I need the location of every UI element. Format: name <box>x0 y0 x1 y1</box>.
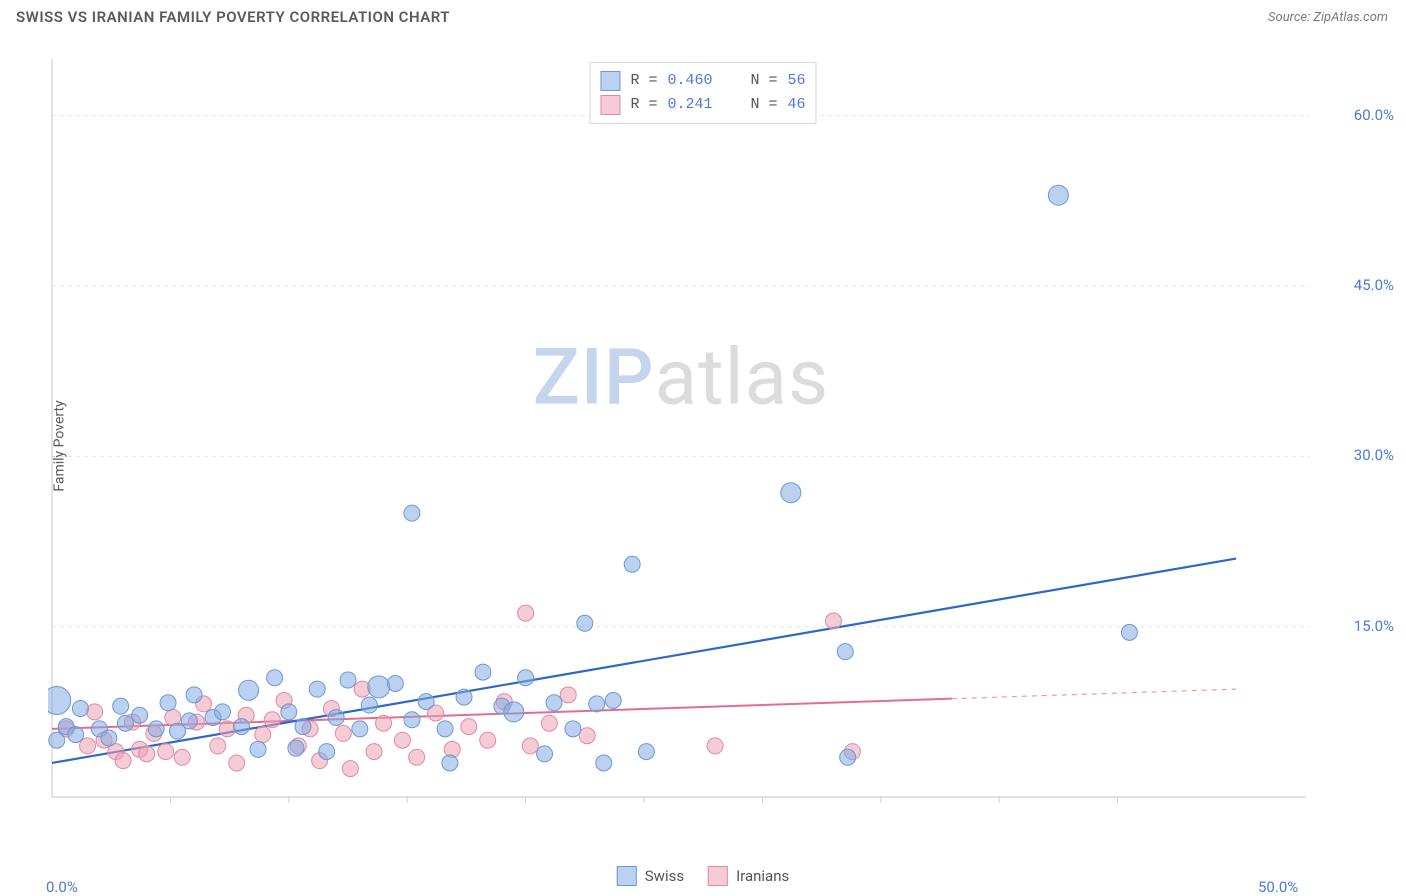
x-tick-label: 0.0% <box>46 878 78 896</box>
y-tick-label: 60.0% <box>1354 106 1394 124</box>
r-value: 0.241 <box>667 93 712 117</box>
stat-legend: R = 0.460 N = 56 R = 0.241 N = 46 <box>589 62 816 124</box>
legend-swatch <box>708 866 728 886</box>
header: SWISS VS IRANIAN FAMILY POVERTY CORRELAT… <box>0 0 1406 32</box>
source-label: Source: ZipAtlas.com <box>1268 10 1388 25</box>
legend-label: Swiss <box>645 867 684 885</box>
chart-title: SWISS VS IRANIAN FAMILY POVERTY CORRELAT… <box>16 8 450 26</box>
n-value: 56 <box>788 69 806 93</box>
legend-item: Swiss <box>617 866 684 886</box>
r-value: 0.460 <box>667 69 712 93</box>
scatter-plot <box>48 55 1314 825</box>
y-tick-label: 45.0% <box>1354 276 1394 294</box>
y-tick-label: 30.0% <box>1354 446 1394 464</box>
legend-swatch <box>617 866 637 886</box>
x-tick-label: 50.0% <box>1258 878 1298 896</box>
n-label: N = <box>751 93 778 117</box>
chart-area: ZIPatlas <box>48 55 1314 825</box>
legend-label: Iranians <box>736 867 789 885</box>
legend-swatch <box>600 95 620 115</box>
n-label: N = <box>751 69 778 93</box>
series-legend: Swiss Iranians <box>617 866 789 886</box>
y-tick-label: 15.0% <box>1354 617 1394 635</box>
n-value: 46 <box>788 93 806 117</box>
stat-legend-row: R = 0.460 N = 56 <box>600 69 805 93</box>
r-label: R = <box>630 69 657 93</box>
r-label: R = <box>630 93 657 117</box>
stat-legend-row: R = 0.241 N = 46 <box>600 93 805 117</box>
legend-swatch <box>600 71 620 91</box>
legend-item: Iranians <box>708 866 789 886</box>
